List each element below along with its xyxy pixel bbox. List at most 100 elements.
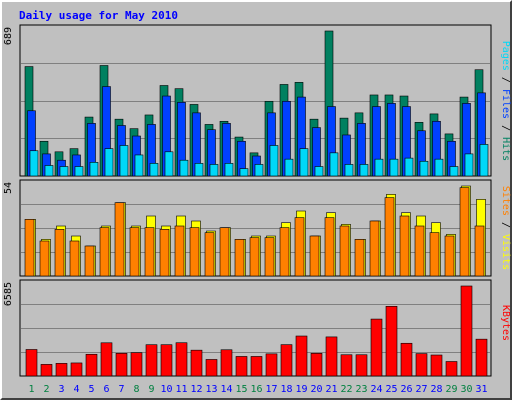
kbytes-bar: [55, 363, 68, 377]
kbytes-bar: [370, 318, 383, 377]
bars: [24, 30, 489, 377]
kbytes-bar: [160, 344, 173, 377]
sites-bar: [294, 217, 305, 277]
kbytes-bar: [310, 353, 323, 377]
sites-bar: [144, 227, 155, 277]
pages-bar: [374, 158, 384, 177]
day-label: 22: [340, 384, 352, 395]
day-label: 28: [430, 384, 442, 395]
sites-bar: [129, 227, 140, 277]
kbytes-bar: [130, 352, 143, 377]
sites-bar: [279, 227, 290, 277]
pages-bar: [164, 151, 174, 177]
panels: [19, 24, 492, 377]
pages-bar: [29, 150, 39, 177]
kbytes-bar: [475, 338, 488, 377]
pages-bar: [449, 166, 459, 177]
pages-bar: [44, 165, 54, 177]
day-label: 14: [220, 384, 232, 395]
legend-kbytes: KBytes: [500, 305, 511, 341]
y-max-label: 689: [3, 27, 14, 45]
day-label: 18: [280, 384, 292, 395]
kbytes-bar: [85, 353, 98, 377]
day-label: 31: [475, 384, 487, 395]
day-label: 17: [265, 384, 277, 395]
sites-bar: [174, 225, 185, 277]
day-label: 29: [445, 384, 457, 395]
kbytes-bar: [40, 364, 53, 377]
day-label: 25: [385, 384, 397, 395]
kbytes-bar: [325, 336, 338, 377]
kbytes-bar: [460, 285, 473, 377]
day-label: 13: [205, 384, 217, 395]
sites-bar: [114, 202, 125, 277]
day-label: 6: [103, 384, 109, 395]
kbytes-bar: [415, 353, 428, 377]
day-label: 26: [400, 384, 412, 395]
sites-bar: [444, 235, 455, 277]
y-max-label: 6585: [3, 282, 14, 306]
sites-bar: [399, 215, 410, 277]
pages-bar: [194, 163, 204, 177]
legend-hits-files-pages: Pages / Files / Hits: [500, 41, 511, 161]
sites-bar: [369, 220, 380, 277]
y-max-label: 54: [3, 182, 14, 194]
day-label: 16: [250, 384, 262, 395]
day-label: 21: [325, 384, 337, 395]
day-label: 15: [235, 384, 247, 395]
sites-bar: [354, 239, 365, 277]
day-label: 3: [58, 384, 64, 395]
sites-bar: [414, 225, 425, 277]
chart-title: Daily usage for May 2010: [19, 9, 178, 22]
legend-sep: /: [500, 119, 511, 137]
sites-bar: [219, 227, 230, 277]
day-label: 8: [133, 384, 139, 395]
day-label: 4: [73, 384, 79, 395]
day-label: 27: [415, 384, 427, 395]
kbytes-bar: [220, 349, 233, 377]
pages-bar: [224, 163, 234, 177]
pages-bar: [329, 152, 339, 177]
pages-bar: [209, 164, 219, 177]
sites-bar: [459, 187, 470, 277]
sites-bar: [204, 232, 215, 277]
y-max-labels: 689 54 6585: [3, 27, 14, 306]
legend-visits: Visits: [500, 234, 511, 270]
legend-sites-visits: Sites / Visits: [500, 186, 511, 270]
legend-sep: /: [500, 216, 511, 234]
kbytes-bar: [145, 344, 158, 377]
gridlines: [21, 63, 490, 353]
day-label: 19: [295, 384, 307, 395]
sites-bar: [54, 229, 65, 277]
sites-bar: [264, 237, 275, 277]
legend-hits: Hits: [500, 137, 511, 161]
kbytes-bar: [295, 335, 308, 377]
kbytes-bar: [115, 353, 128, 377]
kbytes-bar: [70, 362, 83, 377]
day-label: 10: [160, 384, 172, 395]
day-labels: 1 2 3 4 5 6 7 8 9 10 11 12 13 14 15 16 17 18 19 20 21 22 23 24 2…: [28, 384, 487, 395]
pages-bar: [389, 158, 399, 177]
sites-bar: [99, 227, 110, 277]
kbytes-bar: [430, 354, 443, 377]
sites-bar: [309, 235, 320, 277]
sites-bar: [24, 219, 35, 277]
day-label: 30: [460, 384, 472, 395]
legend-sep: /: [500, 71, 511, 89]
legend-files: Files: [500, 89, 511, 119]
pages-bar: [404, 157, 414, 177]
day-label: 24: [370, 384, 382, 395]
sites-bar: [474, 225, 485, 277]
pages-bar: [269, 145, 279, 177]
day-label: 11: [175, 384, 187, 395]
kbytes-bar: [280, 344, 293, 377]
sites-bar: [324, 217, 335, 277]
pages-bar: [74, 166, 84, 177]
sites-bar: [249, 237, 260, 277]
day-label: 2: [43, 384, 49, 395]
day-label: 1: [28, 384, 34, 395]
day-label: 23: [355, 384, 367, 395]
sites-bar: [189, 227, 200, 277]
